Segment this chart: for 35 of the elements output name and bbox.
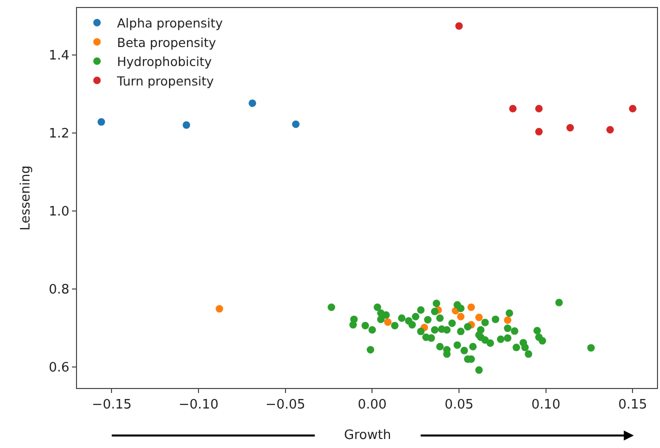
x-tick-label: −0.05 xyxy=(265,398,306,413)
x-tick-label: −0.10 xyxy=(178,398,218,413)
legend-label: Hydrophobicity xyxy=(117,54,212,69)
x-tick-label: 0.10 xyxy=(531,398,560,413)
legend-label: Alpha propensity xyxy=(117,16,224,30)
point xyxy=(216,305,224,313)
y-tick-label: 0.8 xyxy=(48,282,70,298)
point xyxy=(628,104,636,112)
point xyxy=(384,318,392,326)
point xyxy=(606,126,614,134)
point xyxy=(457,312,465,320)
point xyxy=(98,118,106,126)
point xyxy=(182,121,190,129)
point xyxy=(475,314,483,322)
legend-label: Beta propensity xyxy=(117,34,217,50)
point xyxy=(292,120,300,128)
x-axis-title: Growth xyxy=(344,428,392,443)
point xyxy=(467,303,475,311)
y-tick-label: 1.2 xyxy=(48,126,70,142)
y-axis-title: Lessening xyxy=(18,166,34,230)
y-tick-label: 1.0 xyxy=(48,204,70,220)
y-tick-label: 0.6 xyxy=(48,360,70,376)
point xyxy=(535,128,543,136)
point xyxy=(566,124,574,132)
legend-label: Turn propensity xyxy=(116,73,214,88)
x-tick-label: 0.00 xyxy=(358,398,387,413)
x-tick-label: 0.05 xyxy=(444,398,474,413)
x-tick-label: −0.15 xyxy=(92,398,132,413)
point xyxy=(455,22,463,30)
point xyxy=(504,316,512,324)
point xyxy=(535,104,543,112)
x-tick-label: 0.15 xyxy=(618,398,648,413)
point xyxy=(248,99,256,107)
point xyxy=(509,104,517,112)
y-tick-label: 1.4 xyxy=(48,48,70,64)
